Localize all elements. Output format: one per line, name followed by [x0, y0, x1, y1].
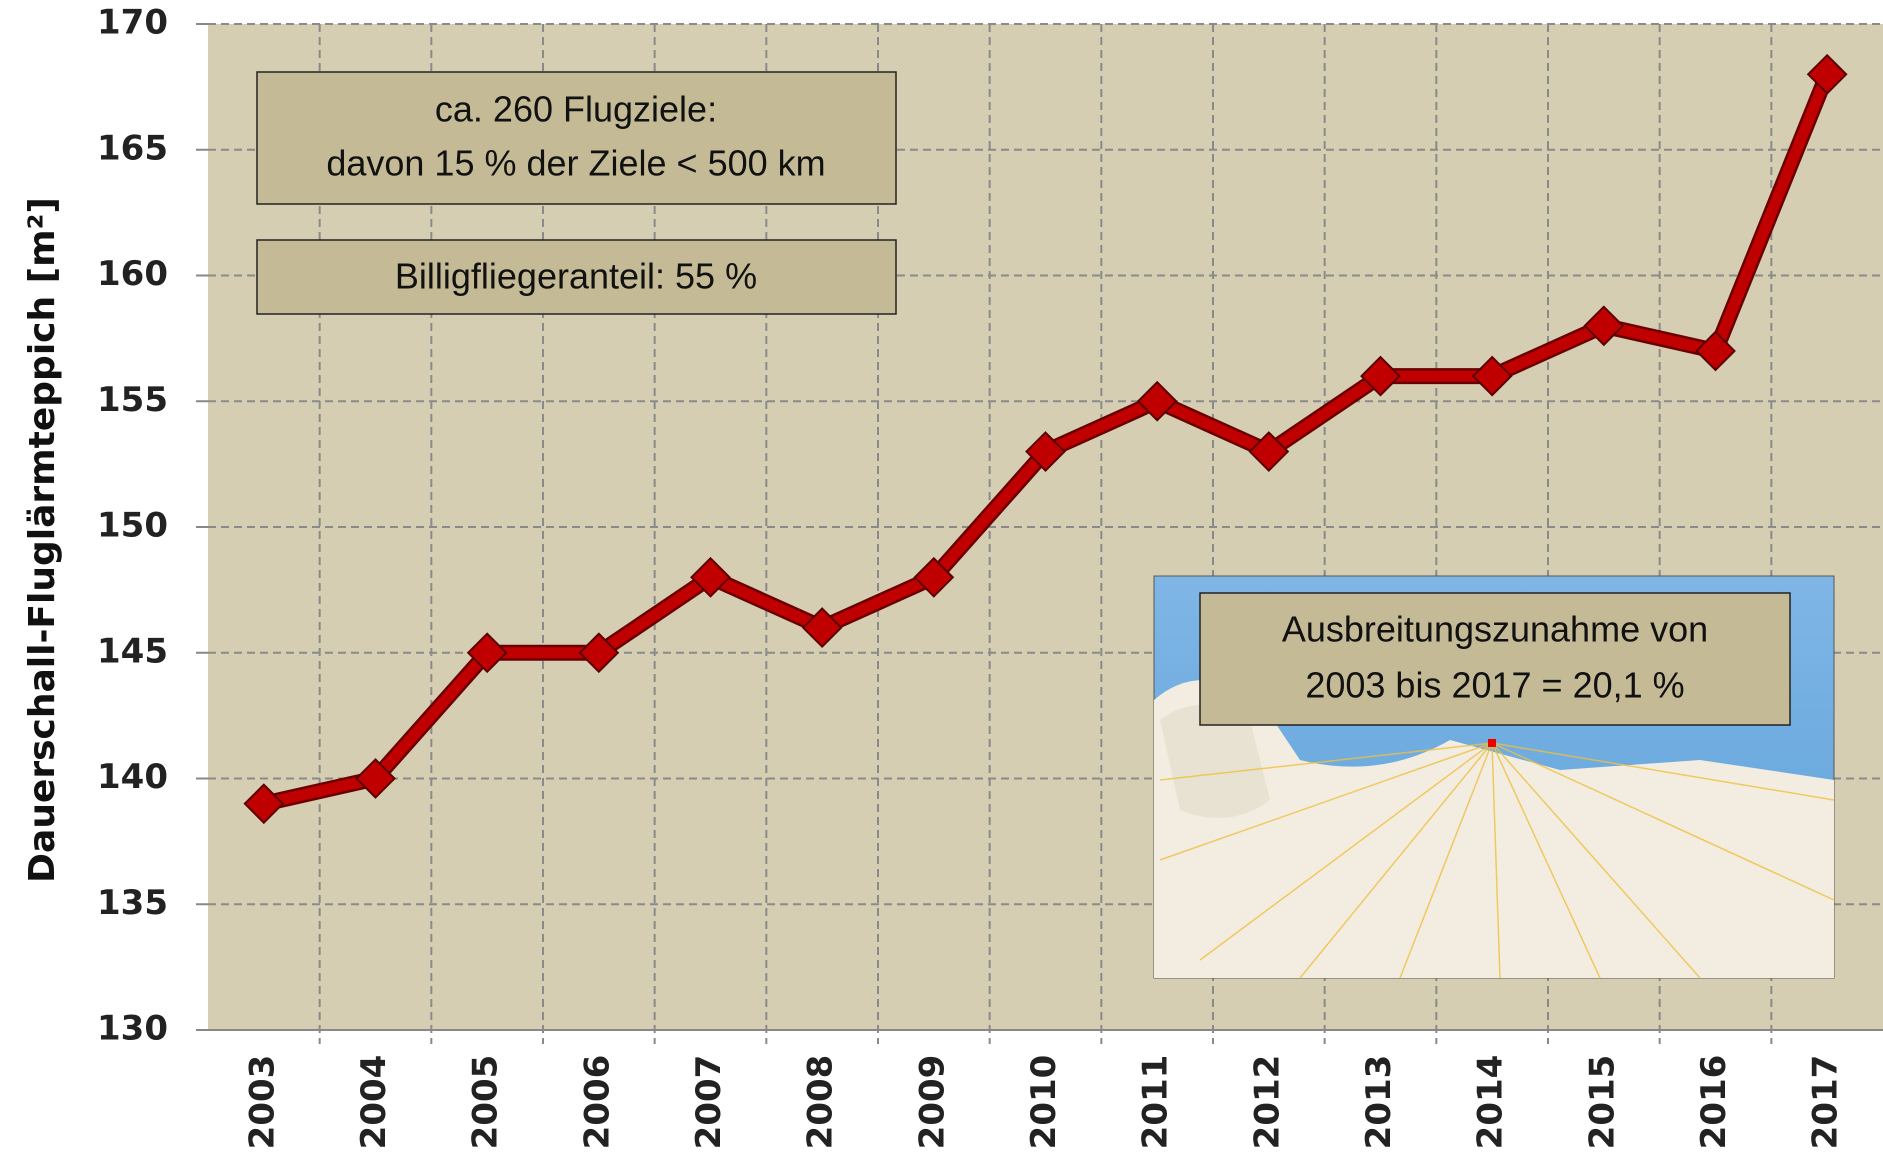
annotation-text: Ausbreitungszunahme von: [1282, 609, 1708, 650]
y-tick-label: 160: [97, 254, 168, 294]
y-tick-label: 135: [97, 883, 168, 923]
annotation-text: Billigfliegeranteil: 55 %: [395, 256, 757, 297]
x-tick-label: 2013: [1359, 1055, 1399, 1150]
x-tick-label: 2010: [1024, 1055, 1064, 1150]
y-tick-label: 145: [97, 631, 168, 671]
y-tick-label: 165: [97, 128, 168, 168]
y-axis-title: Dauerschall-Fluglärmteppich [m²]: [22, 197, 63, 883]
x-tick-label: 2008: [801, 1055, 841, 1150]
x-tick-label: 2014: [1471, 1055, 1511, 1150]
x-tick-label: 2015: [1582, 1055, 1622, 1150]
x-tick-label: 2004: [354, 1055, 394, 1150]
annotation-box: Billigfliegeranteil: 55 %: [257, 240, 896, 314]
x-tick-label: 2012: [1247, 1055, 1287, 1150]
x-tick-label: 2016: [1694, 1055, 1734, 1150]
x-tick-label: 2017: [1806, 1055, 1846, 1150]
chart: ca. 260 Flugziele: davon 15 % der Ziele …: [0, 0, 1883, 1154]
annotation-text: 2003 bis 2017 = 20,1 %: [1305, 665, 1684, 706]
y-tick-label: 170: [97, 3, 168, 43]
x-tick-label: 2005: [466, 1055, 506, 1150]
x-tick-label: 2011: [1136, 1055, 1176, 1150]
x-tick-label: 2007: [689, 1055, 729, 1150]
annotation-text: ca. 260 Flugziele:: [435, 89, 717, 130]
x-tick-label: 2009: [912, 1055, 952, 1150]
x-tick-label: 2006: [577, 1055, 617, 1150]
y-tick-label: 140: [97, 757, 168, 797]
annotation-box: ca. 260 Flugziele: davon 15 % der Ziele …: [257, 72, 896, 204]
annotation-text: davon 15 % der Ziele < 500 km: [326, 143, 825, 184]
annotation-box: Ausbreitungszunahme von 2003 bis 2017 = …: [1200, 593, 1790, 725]
y-tick-label: 130: [97, 1009, 168, 1049]
y-tick-label: 150: [97, 506, 168, 546]
y-tick-label: 155: [97, 380, 168, 420]
x-tick-label: 2003: [242, 1055, 282, 1150]
